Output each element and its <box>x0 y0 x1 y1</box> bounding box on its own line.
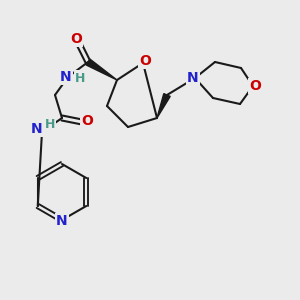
Text: O: O <box>249 79 261 93</box>
Text: N: N <box>187 71 199 85</box>
Text: H: H <box>45 118 55 130</box>
Text: N: N <box>56 214 68 228</box>
Text: O: O <box>139 54 151 68</box>
Text: H: H <box>75 71 85 85</box>
Text: N: N <box>60 70 72 84</box>
Polygon shape <box>157 94 170 118</box>
Text: O: O <box>81 114 93 128</box>
Text: O: O <box>70 32 82 46</box>
Text: N: N <box>31 122 43 136</box>
Polygon shape <box>86 59 117 80</box>
